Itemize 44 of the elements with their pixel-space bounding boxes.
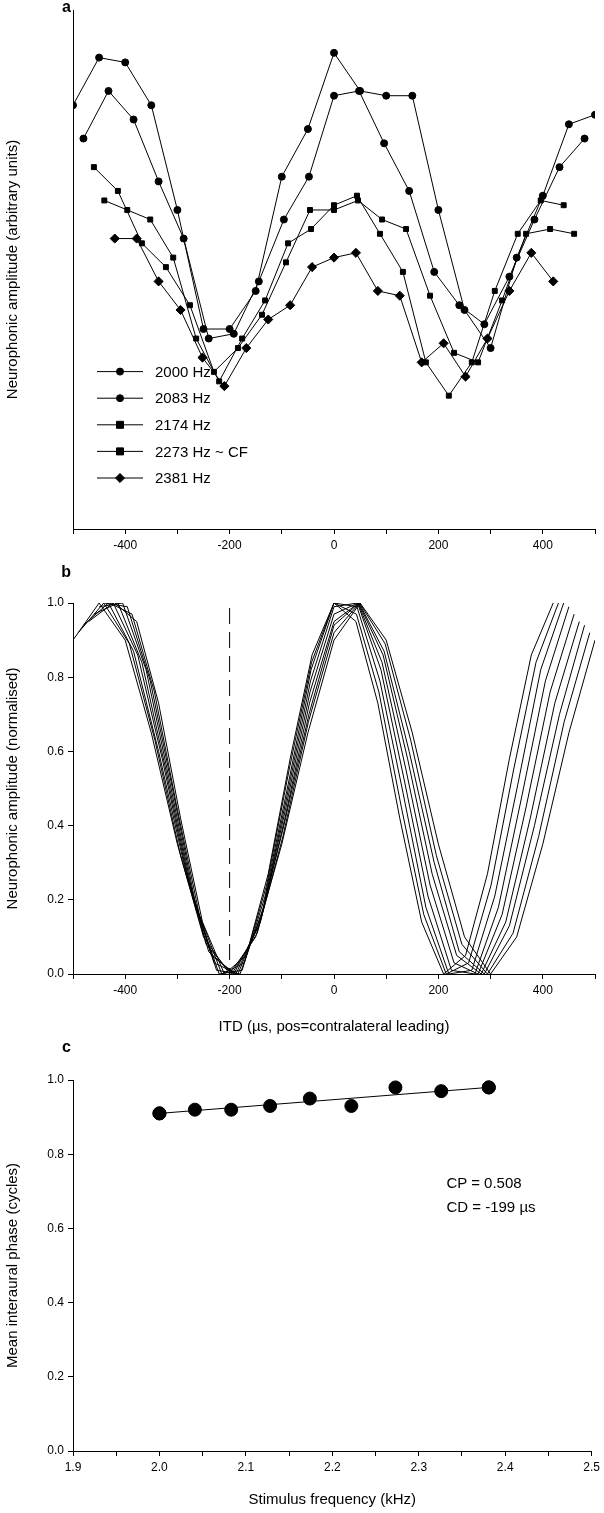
y-tick-label: 0.2 bbox=[47, 892, 65, 907]
x-tick-label: 2.1 bbox=[237, 1459, 255, 1474]
y-tick-label: 0.2 bbox=[47, 1369, 65, 1384]
y-tick-label: 0.4 bbox=[47, 817, 65, 832]
y-tick-label: 1.0 bbox=[47, 1072, 65, 1087]
x-tick-label: -400 bbox=[113, 537, 138, 552]
y-tick-label: 0.0 bbox=[47, 1443, 65, 1458]
legend-label: 2273 Hz ~ CF bbox=[155, 442, 248, 460]
x-tick-label: 2.0 bbox=[151, 1459, 169, 1474]
legend-label: 2083 Hz bbox=[155, 389, 211, 407]
x-tick-label: 2.5 bbox=[583, 1459, 601, 1474]
x-tick-label: 200 bbox=[428, 982, 449, 997]
chart-title: a bbox=[62, 0, 72, 16]
x-tick-label: 2.4 bbox=[496, 1459, 514, 1474]
x-tick-label: 2.2 bbox=[323, 1459, 341, 1474]
legend-label: 2174 Hz bbox=[155, 415, 211, 433]
x-tick-label: 400 bbox=[532, 537, 554, 552]
annotation: CD = -199 µs bbox=[446, 1198, 536, 1216]
annotation: CP = 0.508 bbox=[446, 1174, 522, 1192]
chart-title: c bbox=[62, 1038, 72, 1056]
y-axis-title: Neurophonic amplitude (normalised) bbox=[3, 667, 21, 910]
y-tick-label: 0.6 bbox=[47, 1220, 65, 1235]
y-tick-label: 0.8 bbox=[47, 669, 65, 684]
chart-title: b bbox=[61, 563, 72, 581]
legend-label: 2381 Hz bbox=[155, 469, 211, 487]
y-tick-label: 1.0 bbox=[47, 595, 65, 610]
y-tick-label: 0.0 bbox=[47, 966, 65, 981]
y-tick-label: 0.4 bbox=[47, 1294, 65, 1309]
x-tick-label: 0 bbox=[330, 982, 338, 997]
y-axis-title: Neurophonic amplitude (arbitrary units) bbox=[3, 139, 21, 400]
y-axis-title: Mean interaural phase (cycles) bbox=[3, 1162, 21, 1369]
x-tick-label: 1.9 bbox=[64, 1459, 82, 1474]
y-tick-label: 0.6 bbox=[47, 743, 65, 758]
x-tick-label: -200 bbox=[217, 982, 242, 997]
legend-label: 2000 Hz bbox=[155, 362, 211, 380]
y-tick-label: 0.8 bbox=[47, 1146, 65, 1161]
x-axis-title: ITD (µs, pos=contralateral leading) bbox=[218, 1017, 450, 1035]
x-tick-label: 400 bbox=[532, 982, 554, 997]
x-tick-label: -400 bbox=[113, 982, 138, 997]
x-tick-label: 2.3 bbox=[410, 1459, 428, 1474]
x-axis-title: Stimulus frequency (kHz) bbox=[248, 1490, 417, 1508]
x-tick-label: 200 bbox=[428, 537, 449, 552]
x-tick-label: -200 bbox=[217, 537, 242, 552]
x-tick-label: 0 bbox=[330, 537, 338, 552]
